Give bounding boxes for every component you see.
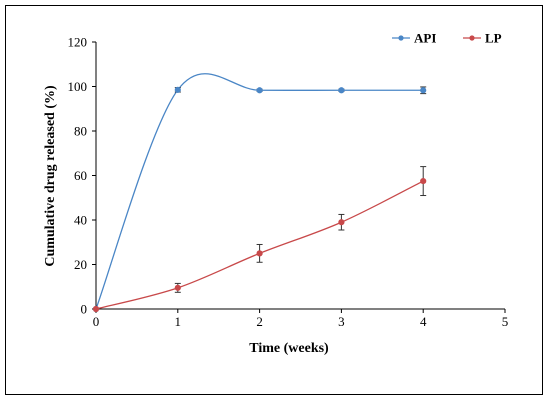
- y-tick-label: 120: [68, 35, 88, 50]
- data-point: [174, 284, 181, 291]
- x-tick-label: 5: [502, 314, 509, 329]
- x-tick-label: 2: [256, 314, 263, 329]
- y-tick-label: 60: [74, 168, 87, 183]
- series-line: [95, 73, 424, 310]
- chart-frame: [5, 5, 543, 395]
- data-point: [174, 86, 181, 93]
- x-axis-title: Time (weeks): [249, 341, 329, 356]
- legend-item-api: API: [392, 31, 436, 46]
- y-tick-label: 0: [81, 302, 88, 317]
- data-point: [338, 219, 345, 226]
- x-tick-label: 3: [338, 314, 345, 329]
- y-tick-label: 100: [68, 79, 88, 94]
- y-tick-label: 80: [74, 124, 87, 139]
- x-tick-label: 4: [420, 314, 427, 329]
- data-point: [256, 87, 263, 94]
- x-tick-label: 0: [93, 314, 100, 329]
- legend-label: LP: [485, 31, 502, 46]
- data-point: [420, 177, 427, 185]
- axes: 0 1 2 3 4 5 0 20 40 60 80 100 120: [68, 35, 509, 330]
- data-point: [92, 305, 100, 313]
- legend-label: API: [414, 31, 436, 46]
- data-point: [338, 87, 345, 94]
- data-point: [420, 87, 427, 94]
- y-tick-label: 20: [74, 257, 87, 272]
- legend-item-lp: LP: [463, 31, 502, 46]
- legend: API LP: [392, 31, 502, 46]
- legend-swatch-marker: [469, 35, 475, 41]
- y-tick-label: 40: [74, 213, 87, 228]
- series-layer: [92, 73, 427, 313]
- x-tick-label: 1: [175, 314, 182, 329]
- series-lp: [92, 166, 427, 313]
- series-api: [92, 73, 427, 313]
- legend-swatch-marker: [398, 35, 404, 41]
- y-axis-title: Cumulative drug released (%): [43, 85, 58, 267]
- data-point: [256, 250, 263, 257]
